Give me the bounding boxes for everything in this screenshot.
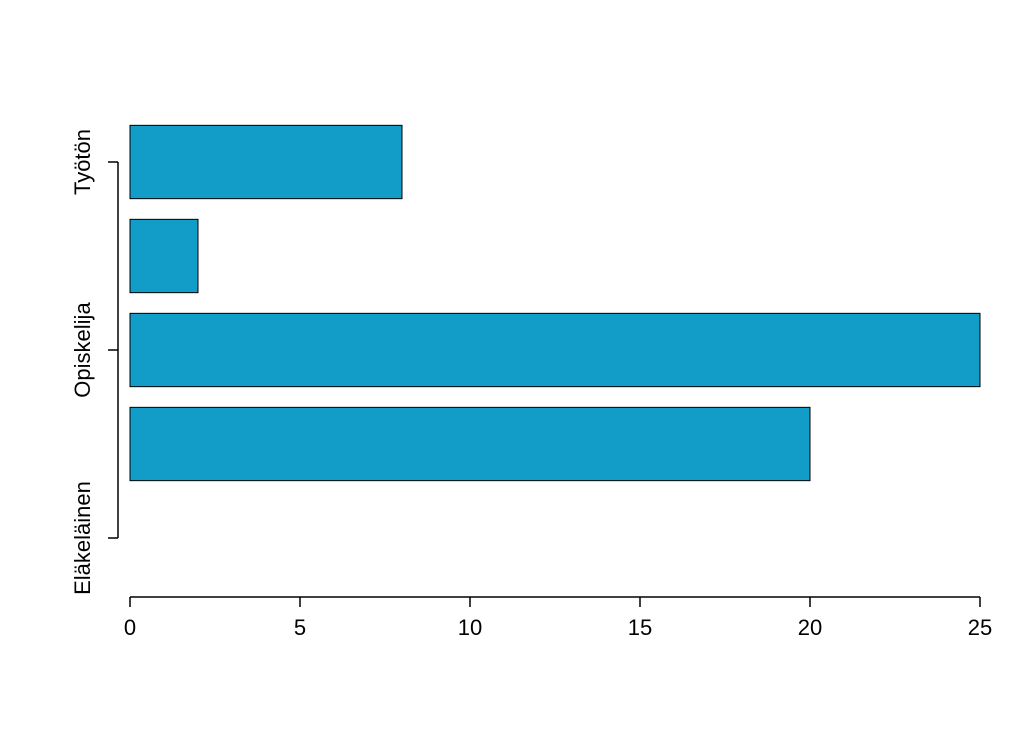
y-tick-label: Opiskelija <box>70 302 95 398</box>
y-tick-label: Työtön <box>70 129 95 195</box>
bar <box>130 407 810 480</box>
x-tick-label: 20 <box>798 615 822 640</box>
bar <box>130 219 198 292</box>
bar-chart: 0 5 10 15 20 25 Eläkeläinen Opiskelija Työtön <box>0 0 1024 732</box>
x-tick-label: 10 <box>458 615 482 640</box>
x-tick-label: 0 <box>124 615 136 640</box>
x-tick-label: 15 <box>628 615 652 640</box>
x-tick-label: 5 <box>294 615 306 640</box>
x-tick-label: 25 <box>968 615 992 640</box>
y-tick-label: Eläkeläinen <box>70 481 95 595</box>
bar <box>130 313 980 386</box>
bar <box>130 125 402 198</box>
chart-container: 0 5 10 15 20 25 Eläkeläinen Opiskelija Työtön <box>0 0 1024 732</box>
